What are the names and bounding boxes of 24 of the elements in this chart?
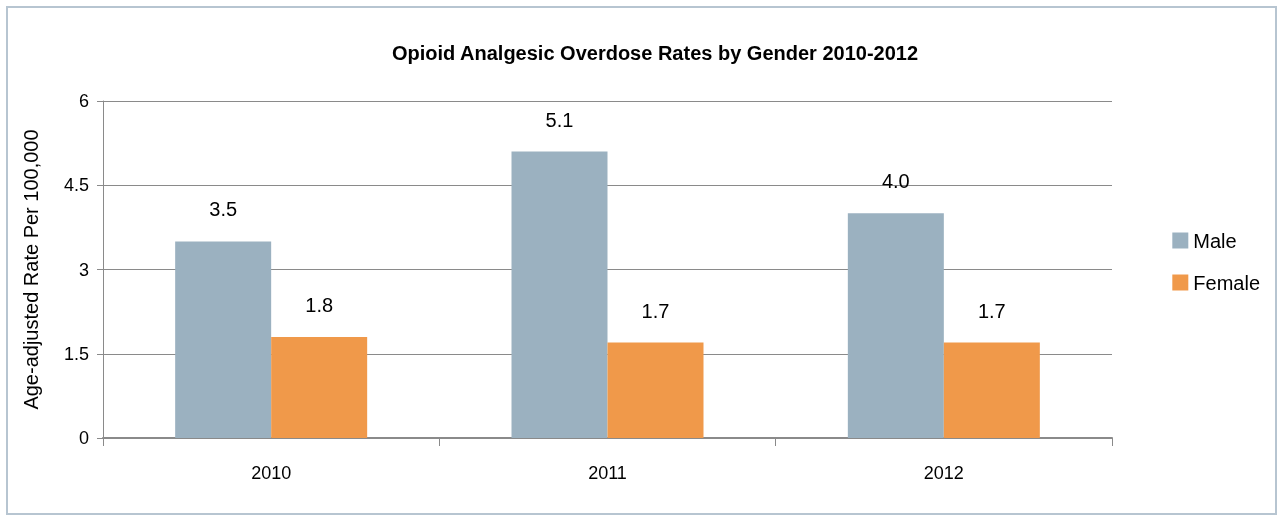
bar [943,342,1040,438]
x-tick-label: 2010 [251,463,292,483]
x-tick-label: 2012 [923,463,964,483]
data-label: 1.8 [305,293,334,316]
bar [511,151,608,438]
y-axis-title: Age-adjusted Rate Per 100,000 [20,129,42,410]
y-tick-label: 4.5 [63,175,89,196]
data-label: 4.0 [881,170,910,193]
bar [175,241,272,438]
chart-title: Opioid Analgesic Overdose Rates by Gender 2010-2012 [391,42,919,64]
y-tick-label: 0 [78,428,89,448]
data-label: 1.7 [641,299,670,322]
y-tick-label: 3 [78,259,89,280]
legend-label: Female [1193,271,1261,294]
legend-label: Male [1193,229,1237,252]
bar [847,213,944,438]
data-label: 5.1 [545,108,574,131]
data-label: 1.7 [977,299,1006,322]
data-label: 3.5 [209,198,238,221]
x-tick-label: 2011 [588,463,627,483]
y-tick-label: 6 [78,91,89,111]
bar [271,336,368,438]
y-tick-label: 1.5 [63,343,89,364]
bar [607,342,704,438]
